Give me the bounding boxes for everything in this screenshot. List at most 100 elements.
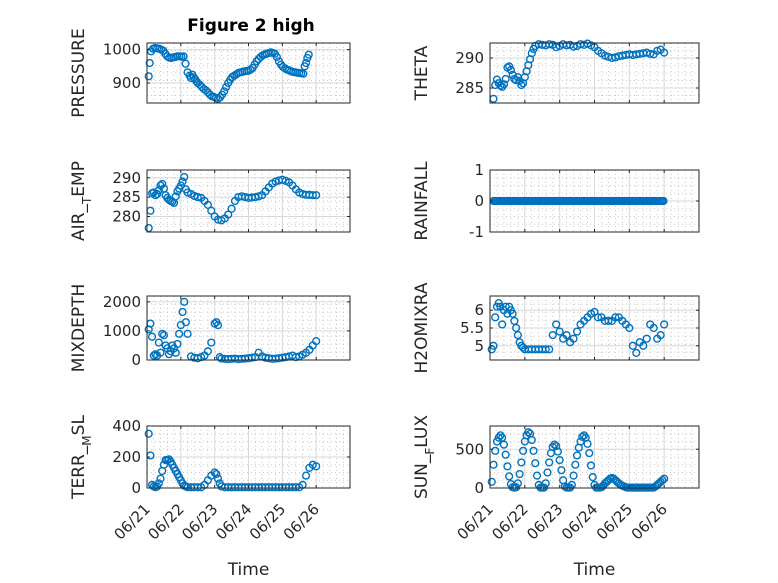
data-point: [156, 474, 165, 483]
data-point: [515, 469, 524, 479]
data-point: [272, 52, 282, 62]
data-point: [628, 341, 637, 350]
data-point: [171, 348, 180, 357]
data-point: [491, 446, 500, 455]
data-point: [195, 80, 204, 89]
data-point: [224, 210, 233, 219]
data-point: [158, 329, 167, 338]
data-point: [583, 439, 592, 448]
data-point: [660, 320, 669, 329]
data-point: [193, 193, 202, 202]
data-point: [541, 345, 550, 354]
data-point: [176, 181, 185, 190]
data-point: [586, 461, 596, 470]
data-points: [144, 429, 321, 492]
data-point: [552, 43, 561, 52]
x-tick-label: 06/26: [628, 500, 671, 543]
data-point: [207, 206, 216, 215]
y-tick-label: 1: [474, 161, 484, 179]
data-point: [492, 437, 502, 446]
subplot-5: 0 1000 2000 MIXDEPTH: [69, 284, 351, 373]
data-points: [489, 196, 668, 206]
y-tick-label: 285: [112, 188, 141, 206]
x-tick-label: 06/26: [280, 500, 323, 543]
data-point: [179, 52, 188, 61]
data-point: [659, 196, 668, 206]
data-points: [144, 172, 321, 233]
y-tick-label: 5: [474, 337, 484, 355]
data-point: [145, 58, 154, 68]
y-axis-label: MIXDEPTH: [69, 284, 89, 373]
data-point: [178, 307, 187, 317]
y-axis-label: SUN_FLUX: [412, 415, 437, 499]
data-point: [201, 86, 210, 95]
x-tick-label: 06/22: [488, 500, 531, 543]
data-point: [183, 329, 192, 338]
data-point: [496, 81, 505, 90]
data-point: [203, 200, 213, 209]
data-point: [660, 474, 669, 483]
data-point: [499, 80, 509, 89]
data-point: [545, 345, 554, 354]
data-point: [181, 59, 190, 68]
data-point: [585, 449, 594, 458]
x-tick-label: 06/22: [144, 500, 187, 543]
y-tick-label: -1: [469, 223, 484, 241]
data-point: [625, 323, 634, 333]
x-tick-label: 06/23: [178, 500, 221, 543]
data-point: [518, 343, 528, 352]
data-point: [646, 49, 655, 58]
data-point: [576, 437, 585, 446]
data-points: [144, 297, 321, 364]
data-point: [604, 316, 613, 325]
data-point: [153, 189, 162, 199]
data-point: [656, 331, 665, 340]
y-tick-label: 0: [131, 351, 141, 369]
data-point: [529, 446, 538, 455]
data-point: [175, 329, 184, 338]
data-point: [149, 351, 158, 360]
data-point: [308, 191, 317, 200]
x-tick-label: 06/21: [111, 500, 154, 543]
data-point: [518, 446, 528, 455]
data-point: [498, 320, 507, 329]
y-tick-label: 290: [112, 169, 141, 187]
data-point: [213, 474, 223, 483]
data-point: [578, 432, 587, 441]
data-point: [156, 348, 165, 357]
data-point: [499, 440, 509, 449]
subplot-4: -1 0 1 RAINFALL: [412, 161, 700, 241]
y-axis-label: AIR_TEMP: [69, 161, 94, 241]
data-point: [501, 74, 510, 84]
data-point: [527, 49, 536, 58]
data-point: [632, 348, 641, 357]
data-point: [210, 468, 219, 477]
x-axis-label: Time: [227, 560, 270, 580]
data-points: [144, 43, 313, 103]
data-point: [501, 450, 510, 459]
data-point: [569, 471, 578, 480]
data-points: [489, 39, 669, 103]
data-point: [639, 341, 648, 350]
data-point: [550, 440, 559, 449]
data-point: [144, 429, 153, 438]
data-point: [154, 186, 163, 195]
y-tick-label: 0: [131, 479, 141, 497]
data-point: [553, 447, 563, 456]
data-point: [543, 468, 552, 477]
y-tick-label: 1000: [103, 41, 141, 59]
x-tick-label: 06/25: [246, 500, 289, 543]
data-point: [548, 331, 557, 340]
data-point: [173, 339, 182, 349]
x-axis-label: Time: [573, 560, 616, 580]
data-point: [301, 58, 311, 68]
data-point: [588, 473, 597, 482]
data-point: [552, 320, 561, 329]
data-point: [205, 90, 215, 99]
data-point: [158, 179, 167, 189]
data-point: [572, 451, 582, 460]
y-tick-label: 200: [112, 448, 141, 466]
